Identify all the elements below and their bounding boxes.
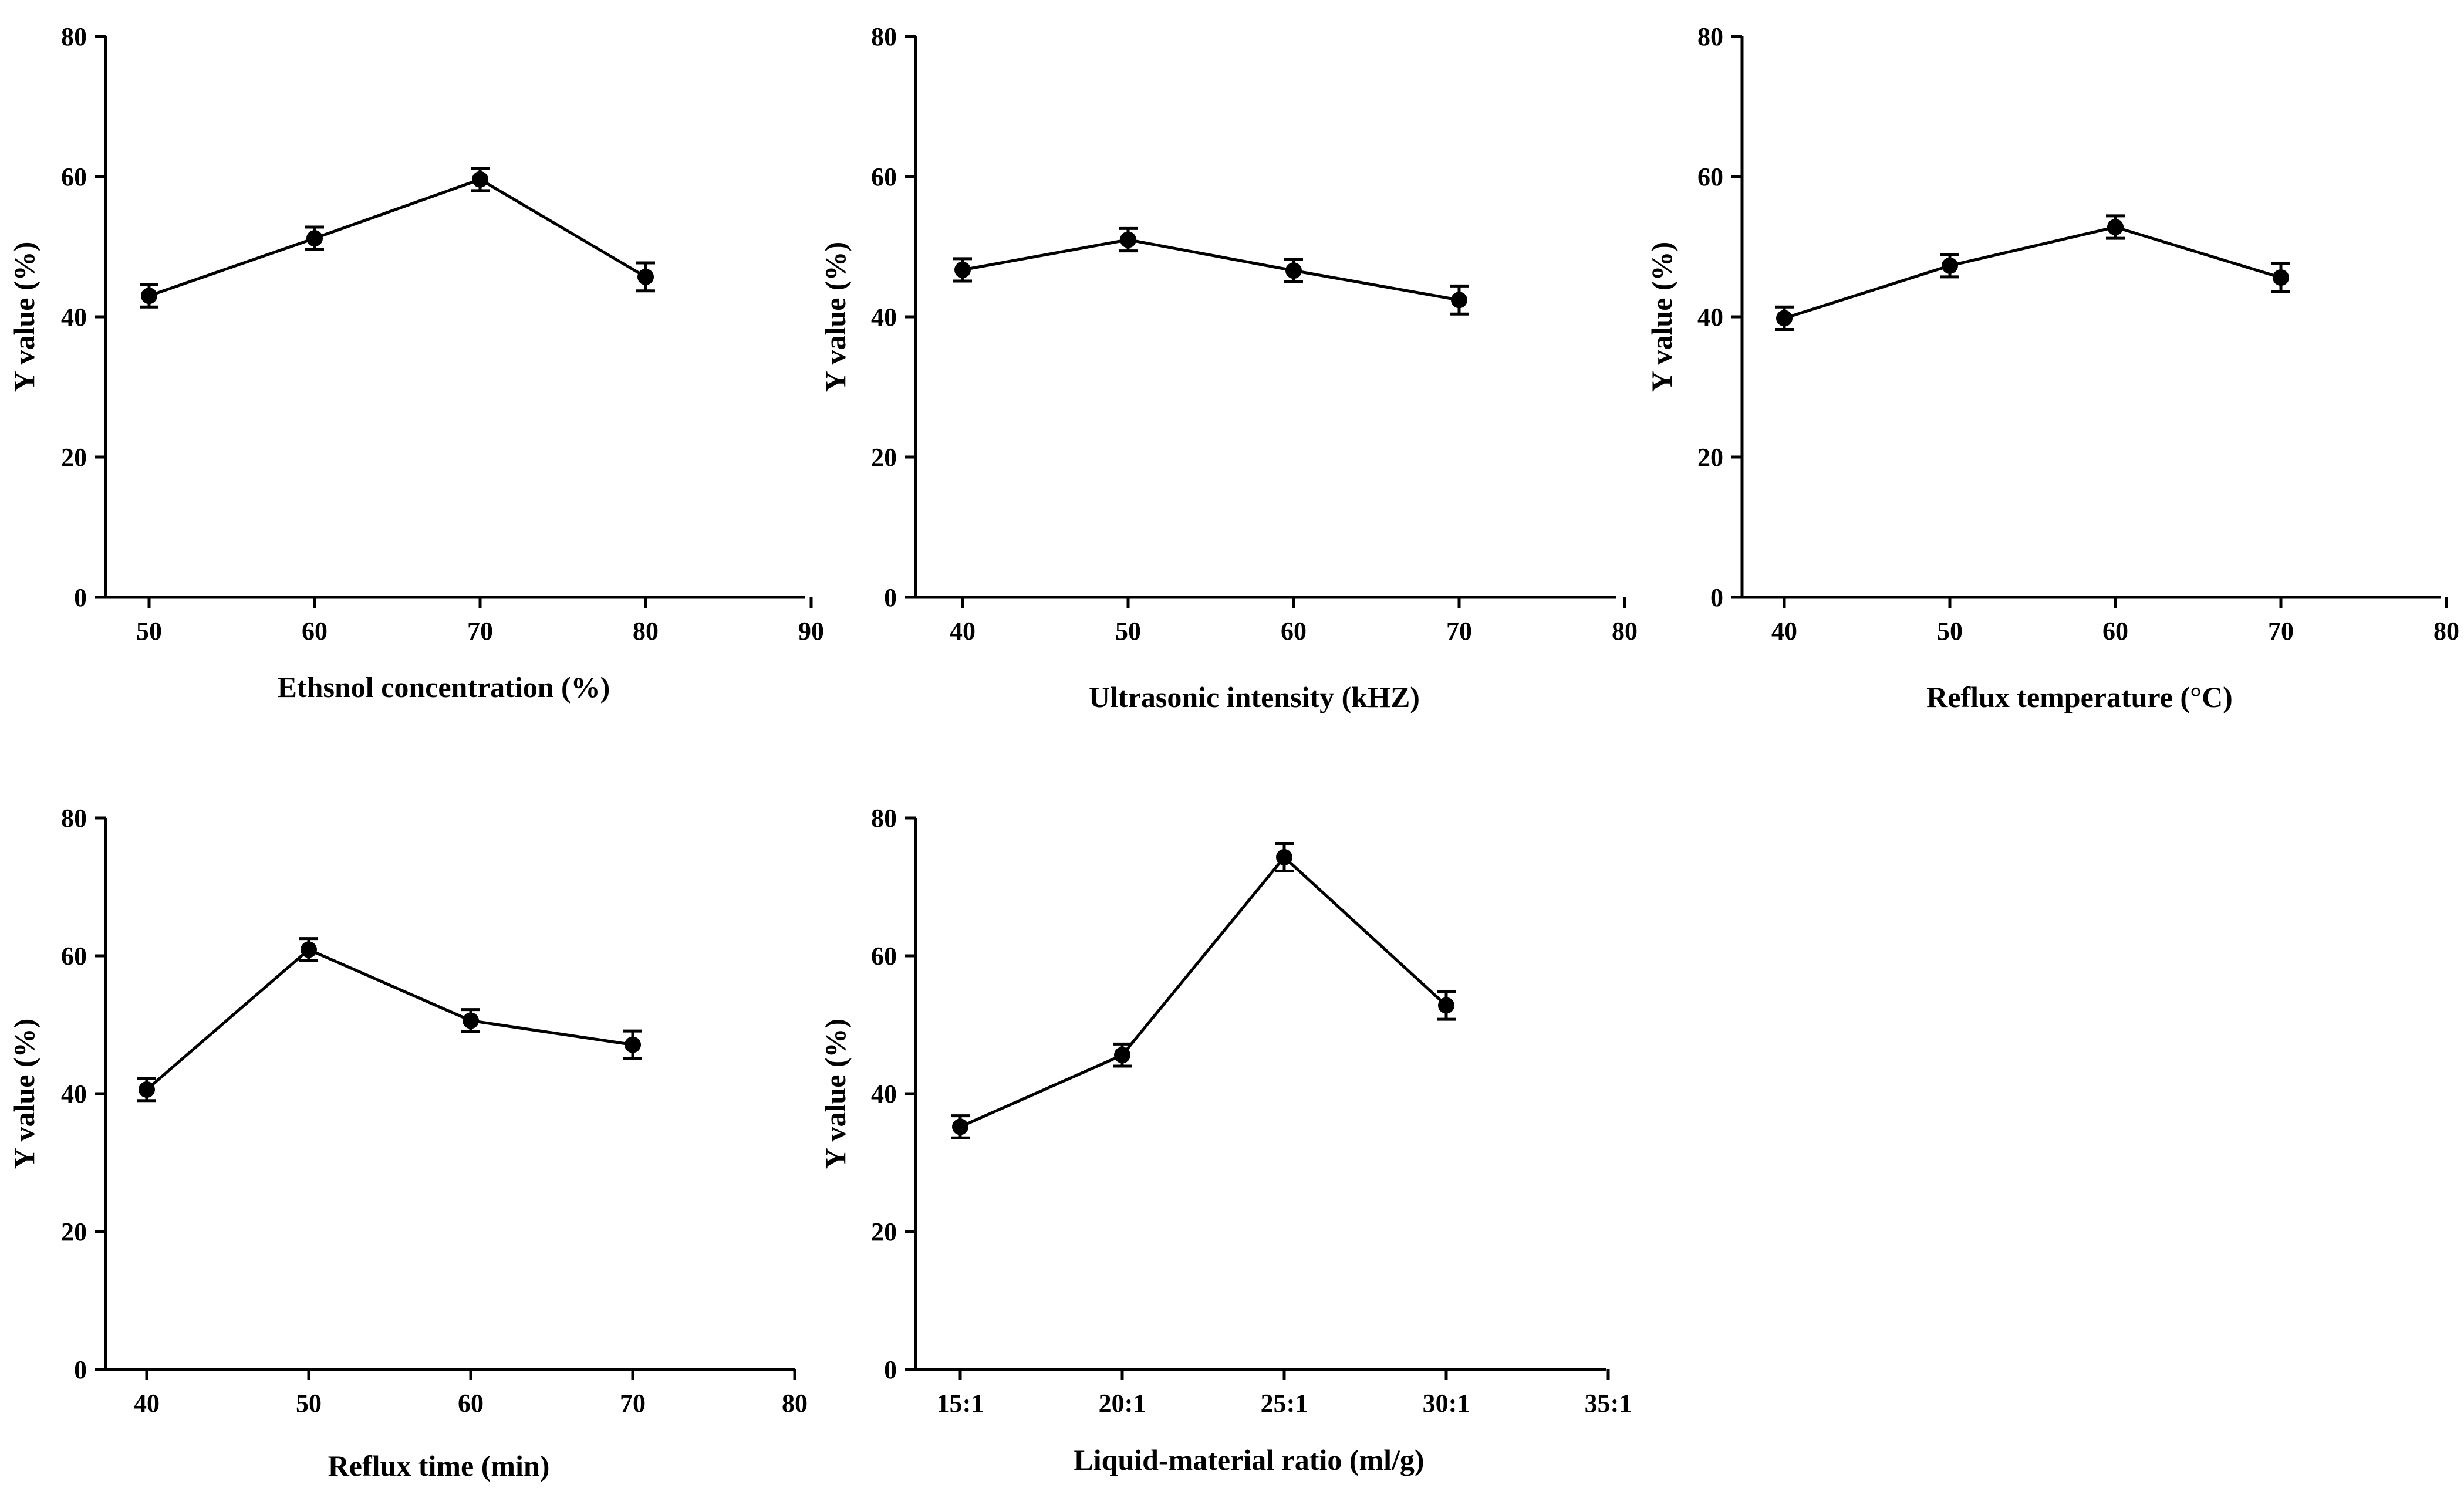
y-tick-label: 60 — [1697, 163, 1723, 191]
y-tick-label: 40 — [871, 303, 897, 332]
data-point — [1942, 257, 1958, 274]
data-point — [625, 1036, 641, 1053]
y-tick-label: 40 — [61, 303, 87, 332]
y-tick-label: 80 — [61, 804, 87, 833]
data-point — [1438, 997, 1454, 1014]
y-tick-label: 0 — [1710, 583, 1723, 612]
x-tick-label: 60 — [302, 617, 328, 645]
data-point — [1285, 262, 1302, 279]
data-point — [637, 268, 654, 285]
panel-ultrasonic: 0 20 40 60 80 40 50 60 70 80 Ultrasonic intensity … — [819, 22, 1638, 713]
x-tick-label: 60 — [2102, 617, 2128, 645]
x-tick-label: 60 — [1281, 617, 1307, 645]
x-axis-title: Ethsnol concentration (%) — [278, 671, 610, 704]
x-axis-title: Ultrasonic intensity (kHZ) — [1089, 681, 1420, 713]
series-line — [962, 238, 1460, 302]
x-tick-label: 40 — [1771, 617, 1797, 645]
y-axis-title: Y value (%) — [8, 1019, 40, 1169]
x-tick-label: 30:1 — [1423, 1389, 1470, 1418]
y-tick-label: 0 — [884, 583, 897, 612]
panel-reflux-temp: 0 20 40 60 80 40 50 60 70 80 Reflux temperature (°… — [1645, 22, 2459, 713]
x-tick-label: 70 — [2268, 617, 2294, 645]
x-tick-label: 70 — [467, 617, 493, 645]
y-tick-label: 20 — [871, 1218, 897, 1246]
x-tick-label: 35:1 — [1585, 1389, 1632, 1418]
x-tick-label: 80 — [782, 1389, 808, 1418]
y-tick-label: 40 — [1697, 303, 1723, 332]
x-tick-label: 50 — [1115, 617, 1141, 645]
data-point — [954, 261, 971, 278]
x-axis-title: Liquid-material ratio (ml/g) — [1074, 1443, 1424, 1476]
y-tick-label: 20 — [871, 443, 897, 472]
x-tick-label: 40 — [950, 617, 976, 645]
data-point — [139, 1081, 155, 1098]
y-tick-label: 40 — [61, 1080, 87, 1108]
y-tick-label: 0 — [74, 583, 87, 612]
y-tick-label: 80 — [61, 22, 87, 51]
x-axis-title: Reflux temperature (°C) — [1926, 681, 2233, 713]
series-line — [146, 948, 633, 1091]
x-tick-label: 20:1 — [1099, 1389, 1146, 1418]
data-point — [952, 1118, 968, 1135]
y-tick-label: 60 — [871, 163, 897, 191]
y-axis-title: Y value (%) — [1645, 242, 1678, 392]
data-point — [2273, 269, 2289, 286]
data-point — [1776, 310, 1793, 327]
panel-reflux-time: 0 20 40 60 80 40 50 60 70 80 Reflux time (min) Y va… — [8, 804, 808, 1482]
x-axis-title: Reflux time (min) — [328, 1449, 550, 1482]
y-tick-label: 60 — [871, 942, 897, 970]
data-point — [1276, 848, 1292, 865]
panel-liquid-material: 0 20 40 60 80 15:1 20:1 25:1 30:1 35:1 Liquid-mate… — [819, 804, 1632, 1476]
data-point — [306, 230, 323, 247]
data-point — [141, 288, 157, 305]
y-tick-label: 80 — [871, 804, 897, 833]
x-tick-label: 15:1 — [937, 1389, 984, 1418]
x-tick-label: 90 — [798, 617, 824, 645]
x-tick-label: 25:1 — [1261, 1389, 1308, 1418]
x-tick-label: 50 — [1937, 617, 1963, 645]
y-tick-label: 20 — [1697, 443, 1723, 472]
panel-ethanol: 0 20 40 60 80 50 60 70 80 90 Ethsnol concentration… — [8, 22, 824, 704]
x-tick-label: 50 — [136, 617, 162, 645]
y-tick-label: 60 — [61, 163, 87, 191]
data-point — [1120, 231, 1136, 248]
y-tick-label: 0 — [884, 1355, 897, 1384]
x-tick-label: 60 — [458, 1389, 484, 1418]
y-axis-title: Y value (%) — [819, 242, 852, 392]
series-line — [148, 178, 647, 297]
x-tick-label: 70 — [1446, 617, 1472, 645]
x-tick-label: 80 — [2433, 617, 2459, 645]
y-tick-label: 80 — [871, 22, 897, 51]
y-tick-label: 0 — [74, 1355, 87, 1384]
series-line — [959, 855, 1447, 1128]
y-tick-label: 40 — [871, 1080, 897, 1108]
data-point — [2107, 219, 2124, 236]
data-point — [463, 1012, 479, 1029]
x-tick-label: 80 — [633, 617, 659, 645]
data-point — [472, 171, 488, 188]
series-line — [1784, 225, 2281, 320]
x-tick-label: 80 — [1612, 617, 1638, 645]
y-tick-label: 60 — [61, 942, 87, 970]
data-point — [301, 941, 317, 958]
data-point — [1114, 1047, 1130, 1064]
data-point — [1451, 292, 1467, 309]
y-tick-label: 20 — [61, 1218, 87, 1246]
y-tick-label: 80 — [1697, 22, 1723, 51]
y-axis-title: Y value (%) — [819, 1019, 852, 1169]
y-tick-label: 20 — [61, 443, 87, 472]
y-axis-title: Y value (%) — [8, 242, 40, 392]
x-tick-label: 70 — [620, 1389, 646, 1418]
x-tick-label: 50 — [296, 1389, 322, 1418]
x-tick-label: 40 — [134, 1389, 160, 1418]
